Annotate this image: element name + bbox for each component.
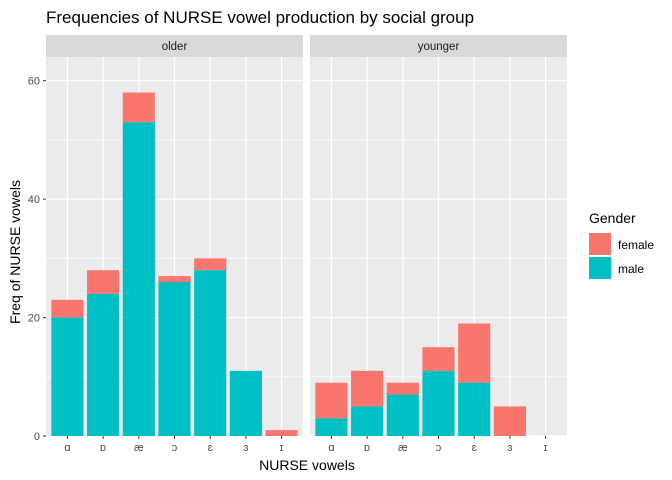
bar-younger-female-2	[386, 382, 419, 395]
bar-younger-female-1	[351, 370, 384, 407]
x-tick-label: ɒ	[100, 442, 106, 454]
bar-younger-male-3	[422, 370, 455, 436]
bar-older-male-1	[87, 293, 120, 436]
x-tick-label: ɜ	[507, 442, 512, 454]
x-tick-label: ɑ	[328, 442, 334, 454]
bar-older-male-4	[194, 270, 227, 436]
bar-older-male-5	[229, 370, 262, 436]
chart-title: Frequencies of NURSE vowel production by…	[46, 8, 474, 27]
y-tick-label: 20	[28, 313, 40, 325]
x-tick-label: æ	[398, 442, 408, 454]
bar-older-female-4	[194, 258, 227, 271]
facet-strip-younger	[310, 35, 567, 57]
x-tick-label: ɜ	[243, 442, 248, 454]
bar-older-female-2	[122, 92, 155, 123]
legend-label-female: female	[618, 238, 654, 252]
x-axis-title: NURSE vowels	[259, 457, 355, 473]
bar-older-male-3	[158, 282, 191, 436]
x-tick-label: ɔ	[172, 442, 178, 454]
bar-younger-female-0	[315, 382, 348, 419]
x-tick-label: ɑ	[64, 442, 70, 454]
legend-label-male: male	[618, 262, 644, 276]
bar-older-female-3	[158, 276, 191, 283]
y-axis-title: Freq of NURSE vowels	[7, 180, 23, 324]
bar-younger-male-1	[351, 406, 384, 436]
y-tick-label: 40	[28, 194, 40, 206]
bar-older-male-2	[122, 122, 155, 436]
legend-swatch-male	[589, 257, 611, 279]
legend: Gender female male	[589, 210, 654, 279]
x-tick-label: ɪ	[544, 442, 548, 454]
y-tick-label: 60	[28, 76, 40, 88]
x-tick-label: ɒ	[364, 442, 370, 454]
bar-older-female-1	[87, 270, 120, 294]
bar-younger-male-2	[386, 394, 419, 436]
x-tick-label: æ	[134, 442, 144, 454]
bar-younger-male-4	[458, 382, 491, 436]
legend-swatch-female	[589, 233, 611, 255]
x-tick-label: ɛ	[472, 442, 477, 454]
bar-younger-female-4	[458, 323, 491, 383]
facet-label-younger: younger	[418, 41, 460, 53]
bar-older-male-0	[51, 317, 84, 436]
bar-younger-male-0	[315, 418, 348, 436]
facet-strip-older	[46, 35, 303, 57]
x-tick-label: ɔ	[436, 442, 442, 454]
panels: older ɑ ɒ æ ɔ ɛ ɜ ɪ younger ɑ ɒ æ ɔ ɛ ɜ ɪ 0 20 40 60	[28, 35, 567, 454]
x-tick-label: ɪ	[280, 442, 284, 454]
bar-younger-female-3	[422, 347, 455, 371]
x-tick-label: ɛ	[208, 442, 213, 454]
bar-younger-female-5	[493, 406, 526, 436]
bar-older-female-6	[265, 430, 298, 436]
facet-label-older: older	[162, 41, 188, 53]
bar-older-female-0	[51, 299, 84, 318]
y-tick-label: 0	[34, 431, 40, 443]
legend-title: Gender	[589, 210, 636, 226]
